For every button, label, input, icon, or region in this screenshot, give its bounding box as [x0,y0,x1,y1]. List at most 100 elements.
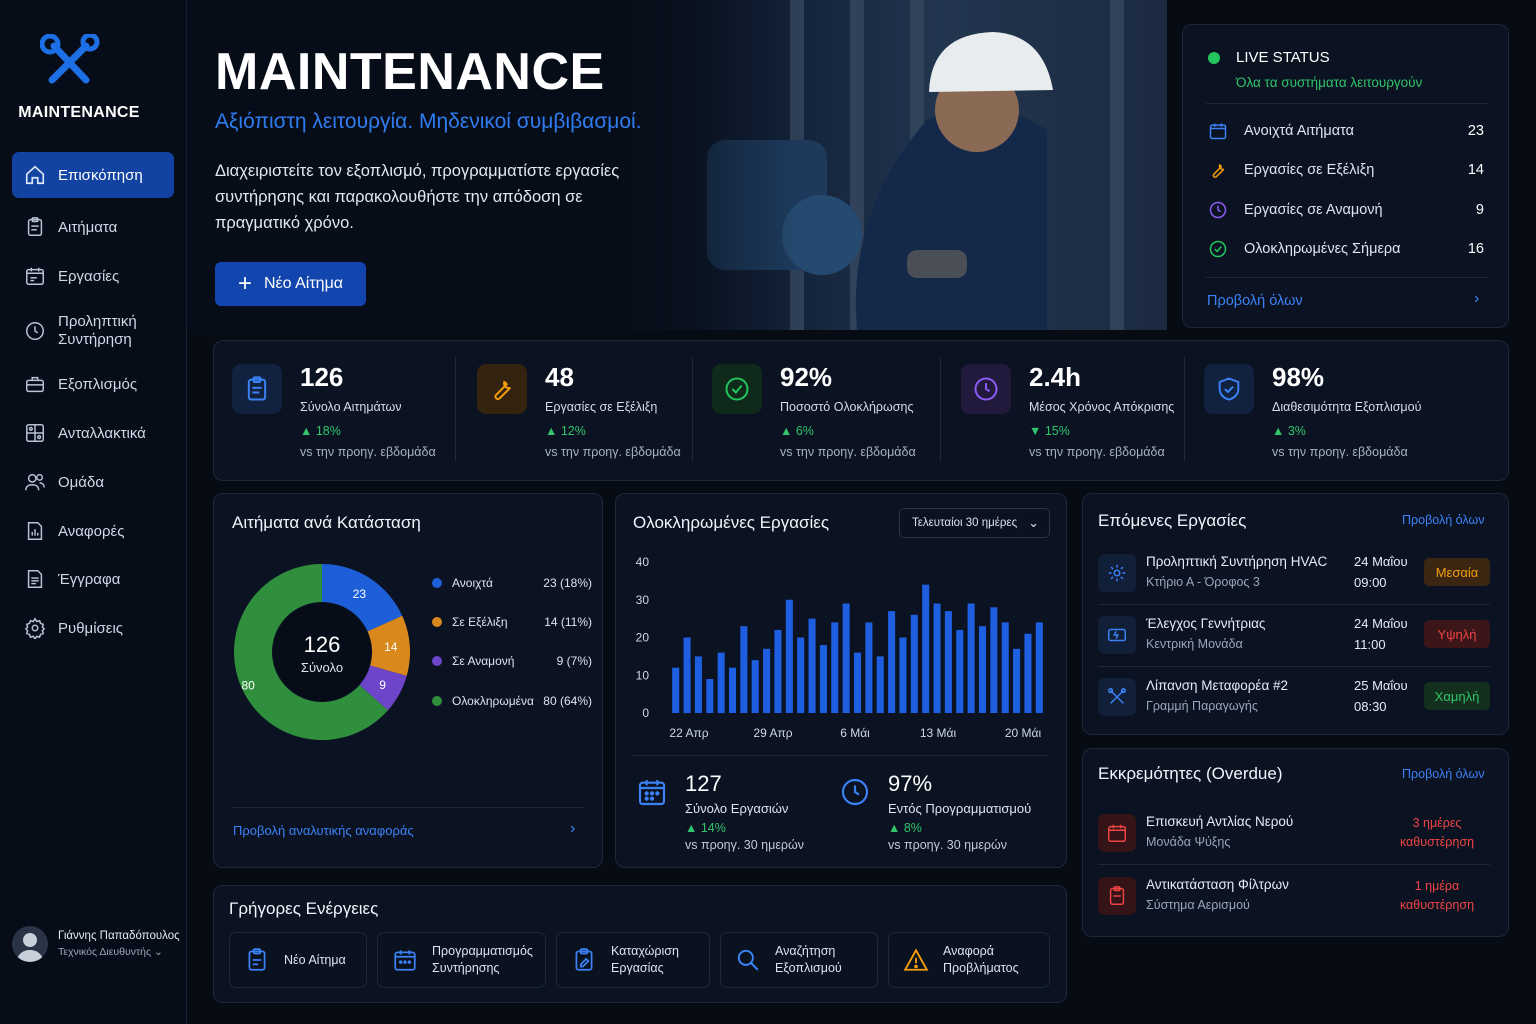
quick-action-new-request[interactable]: Νέο Αίτημα [229,932,367,988]
parts-icon [26,424,44,442]
legend-value: 14 (11%) [544,615,592,629]
sidebar-item-preventive[interactable]: Προληπτική Συντήρηση [12,312,174,350]
bar[interactable] [763,648,771,713]
total-tasks-value: 127 [685,771,722,796]
sidebar-item-tasks[interactable]: Εργασίες [12,263,174,289]
quick-action-schedule-maintenance[interactable]: Προγραμματισμός Συντήρησης [377,932,546,988]
bar[interactable] [910,614,918,713]
bar[interactable] [944,611,952,713]
x-tick-label: 29 Απρ [753,726,792,740]
y-tick-label: 0 [642,706,649,720]
avatar [12,926,48,962]
bar[interactable] [785,599,793,713]
check-circle-icon [1209,240,1227,258]
y-tick-label: 40 [636,555,650,569]
overdue-row[interactable]: Αντικατάσταση Φίλτρων Σύστημα Αερισμού 1 … [1098,869,1490,923]
bar[interactable] [876,656,884,713]
sidebar-item-team[interactable]: Ομάδα [12,469,174,495]
bar[interactable] [728,667,737,713]
sidebar-item-label: Ανταλλακτικά [58,424,146,442]
overdue-row[interactable]: Επισκευή Αντλίας Νερού Μονάδα Ψύξης 3 ημέ… [1098,806,1490,860]
on-schedule-change: ▲ 8% [888,821,922,835]
donut-slice[interactable] [359,665,407,711]
live-status-view-all-link[interactable]: Προβολή όλων [1207,293,1303,309]
donut-slice[interactable] [322,564,403,632]
bar[interactable] [967,603,975,713]
donut-slice-label: 23 [353,587,367,601]
detailed-report-link[interactable]: Προβολή αναλυτικής αναφοράς [233,823,414,838]
legend-label: Σε Αναμονή [452,654,515,668]
calendar-check-icon [26,267,44,285]
quick-action-report-problem[interactable]: Αναφορά Προβλήματος [888,932,1050,988]
hvac-gear-icon [1098,554,1136,592]
chevron-down-icon[interactable]: ⌄ [153,946,163,958]
new-request-button[interactable]: + Νέο Αίτημα [215,262,366,306]
sidebar-item-equipment[interactable]: Εξοπλισμός [12,371,174,397]
task-row[interactable]: Λίπανση Μεταφορέα #2 Γραμμή Παραγωγής 25 … [1098,670,1490,724]
bar[interactable] [899,637,907,714]
bar[interactable] [1001,622,1009,713]
bar[interactable] [888,611,896,713]
legend-label: Ανοιχτά [452,576,493,590]
gear-icon [24,617,46,639]
bar[interactable] [694,656,702,713]
bar[interactable] [978,626,987,713]
bar[interactable] [774,629,782,713]
bar[interactable] [922,584,930,713]
status-row-in-progress[interactable]: Εργασίες σε Εξέλιξη 14 [1208,158,1484,182]
sidebar-item-parts[interactable]: Ανταλλακτικά [12,420,174,446]
bar[interactable] [1024,633,1032,713]
quick-action-search-equipment[interactable]: Αναζήτηση Εξοπλισμού [720,932,878,988]
status-row-waiting[interactable]: Εργασίες σε Αναμονή 9 [1208,198,1484,222]
upcoming-view-all-link[interactable]: Προβολή όλων [1402,513,1485,527]
legend-item: Ανοιχτά 23 (18%) [432,576,592,590]
clipboard-icon [248,948,266,971]
bar[interactable] [740,626,748,713]
bar[interactable] [956,629,964,713]
bar[interactable] [831,622,839,713]
bar[interactable] [672,667,680,713]
donut-slice[interactable] [233,564,388,740]
bar[interactable] [683,637,691,714]
bar[interactable] [853,652,862,713]
legend-dot [432,617,442,627]
bar[interactable] [1013,648,1021,713]
quick-action-log-task[interactable]: Καταχώριση Εργασίας [556,932,710,988]
bar[interactable] [842,603,850,713]
status-row-open[interactable]: Ανοιχτά Αιτήματα 23 [1208,119,1484,143]
bar[interactable] [706,679,714,713]
sidebar-item-documents[interactable]: Έγγραφα [12,566,174,592]
donut-slice[interactable] [367,615,410,676]
bar[interactable] [797,637,805,714]
calendar-alert-icon [1098,814,1136,852]
y-tick-label: 10 [636,668,650,682]
home-icon [25,165,45,185]
legend-dot [432,656,442,666]
bar[interactable] [865,622,873,713]
sidebar-item-label: Αιτήματα [58,218,118,236]
bar[interactable] [933,603,941,713]
bar[interactable] [717,652,725,713]
task-row[interactable]: Προληπτική Συντήρηση HVAC Κτήριο Α - Όροφ… [1098,546,1490,600]
donut-slice-label: 14 [384,640,398,654]
task-row[interactable]: Έλεγχος Γεννήτριας Κεντρική Μονάδα 24 Μαΐ… [1098,608,1490,662]
total-tasks-change: ▲ 14% [685,821,726,835]
sidebar-item-settings[interactable]: Ρυθμίσεις [12,615,174,641]
x-tick-label: 13 Μάι [920,726,957,740]
sidebar-item-label: Προληπτική Συντήρηση [58,313,137,348]
date-range-select[interactable]: Τελευταίοι 30 ημέρες ⌄ [899,508,1050,538]
bar[interactable] [751,660,759,713]
bar[interactable] [1035,622,1043,713]
sidebar-item-label: Εξοπλισμός [58,375,138,393]
bar[interactable] [990,607,998,713]
chevron-right-icon[interactable]: › [1474,290,1480,307]
overdue-view-all-link[interactable]: Προβολή όλων [1402,767,1485,781]
bar[interactable] [819,645,827,713]
chevron-right-icon[interactable]: › [570,820,576,837]
bar[interactable] [808,618,816,713]
sidebar-item-reports[interactable]: Αναφορές [12,518,174,544]
status-row-completed[interactable]: Ολοκληρωμένες Σήμερα 16 [1208,237,1484,261]
sidebar-item-overview[interactable]: Επισκόπηση [12,152,174,198]
sidebar-item-requests[interactable]: Αιτήματα [12,214,174,240]
user-profile[interactable]: Γιάννης Παπαδόπουλος Τεχνικός Διευθυντής… [12,926,180,962]
